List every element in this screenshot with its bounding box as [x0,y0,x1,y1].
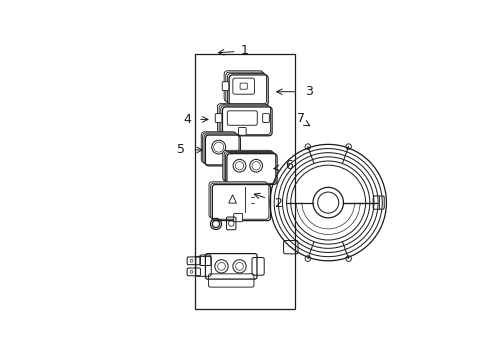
Text: 3: 3 [304,85,312,98]
FancyBboxPatch shape [233,213,242,222]
Text: 2: 2 [274,198,282,211]
Text: 1: 1 [241,44,248,57]
FancyBboxPatch shape [227,73,266,104]
Text: 7: 7 [296,112,304,125]
FancyBboxPatch shape [221,106,270,135]
FancyBboxPatch shape [223,150,272,181]
FancyBboxPatch shape [224,152,274,182]
FancyBboxPatch shape [222,82,228,91]
FancyBboxPatch shape [219,105,268,134]
FancyBboxPatch shape [225,153,275,183]
FancyBboxPatch shape [203,134,239,165]
FancyBboxPatch shape [225,72,264,103]
FancyBboxPatch shape [217,104,266,132]
FancyBboxPatch shape [262,114,269,122]
FancyBboxPatch shape [238,127,245,135]
Text: 6: 6 [285,159,293,172]
FancyBboxPatch shape [208,182,267,218]
FancyBboxPatch shape [202,133,237,164]
Text: 4: 4 [183,113,190,126]
FancyBboxPatch shape [224,71,263,102]
FancyBboxPatch shape [210,183,268,219]
FancyBboxPatch shape [215,114,222,122]
Bar [195,54,294,309]
Circle shape [312,187,343,218]
FancyBboxPatch shape [201,132,236,162]
Text: 5: 5 [177,143,185,157]
